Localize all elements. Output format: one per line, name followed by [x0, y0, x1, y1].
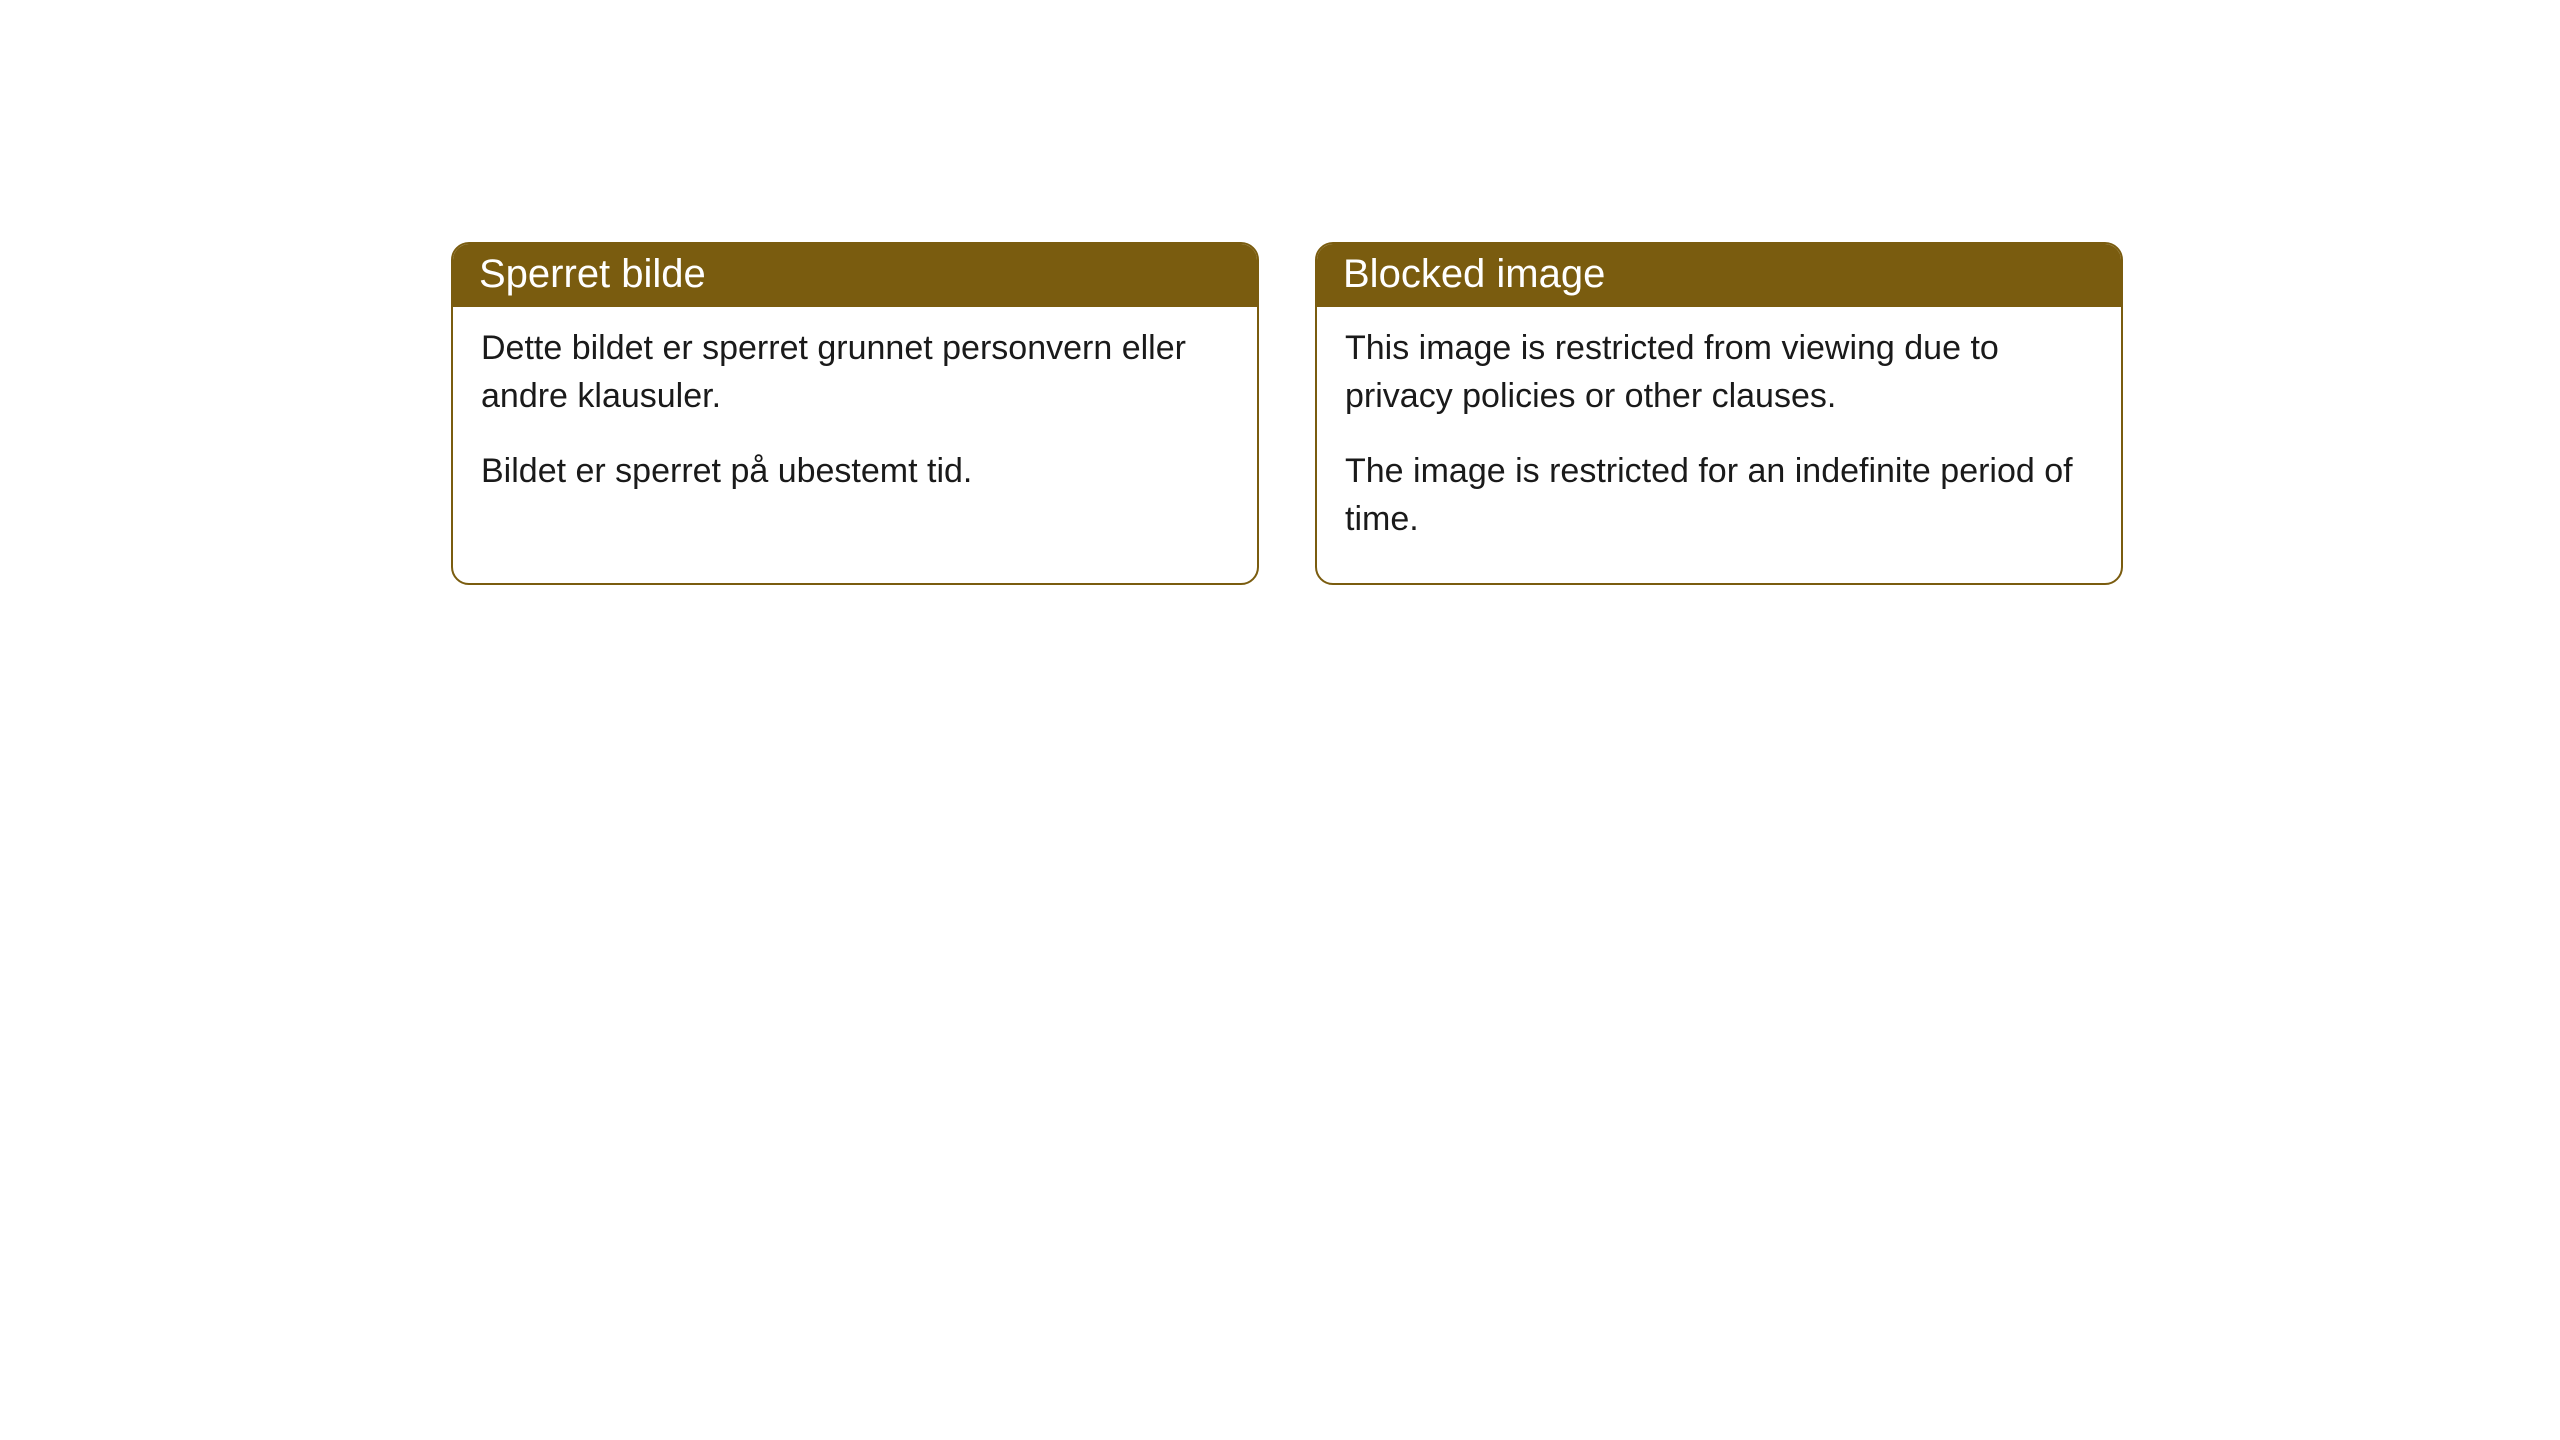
notice-text-norwegian-1: Dette bildet er sperret grunnet personve…: [481, 325, 1229, 420]
notice-text-english-2: The image is restricted for an indefinit…: [1345, 448, 2093, 543]
notice-card-norwegian: Sperret bilde Dette bildet er sperret gr…: [451, 242, 1259, 585]
notice-cards-container: Sperret bilde Dette bildet er sperret gr…: [451, 242, 2560, 585]
card-header-english: Blocked image: [1317, 244, 2121, 307]
notice-text-norwegian-2: Bildet er sperret på ubestemt tid.: [481, 448, 1229, 496]
notice-text-english-1: This image is restricted from viewing du…: [1345, 325, 2093, 420]
card-body-english: This image is restricted from viewing du…: [1317, 307, 2121, 583]
notice-card-english: Blocked image This image is restricted f…: [1315, 242, 2123, 585]
card-header-norwegian: Sperret bilde: [453, 244, 1257, 307]
card-body-norwegian: Dette bildet er sperret grunnet personve…: [453, 307, 1257, 536]
